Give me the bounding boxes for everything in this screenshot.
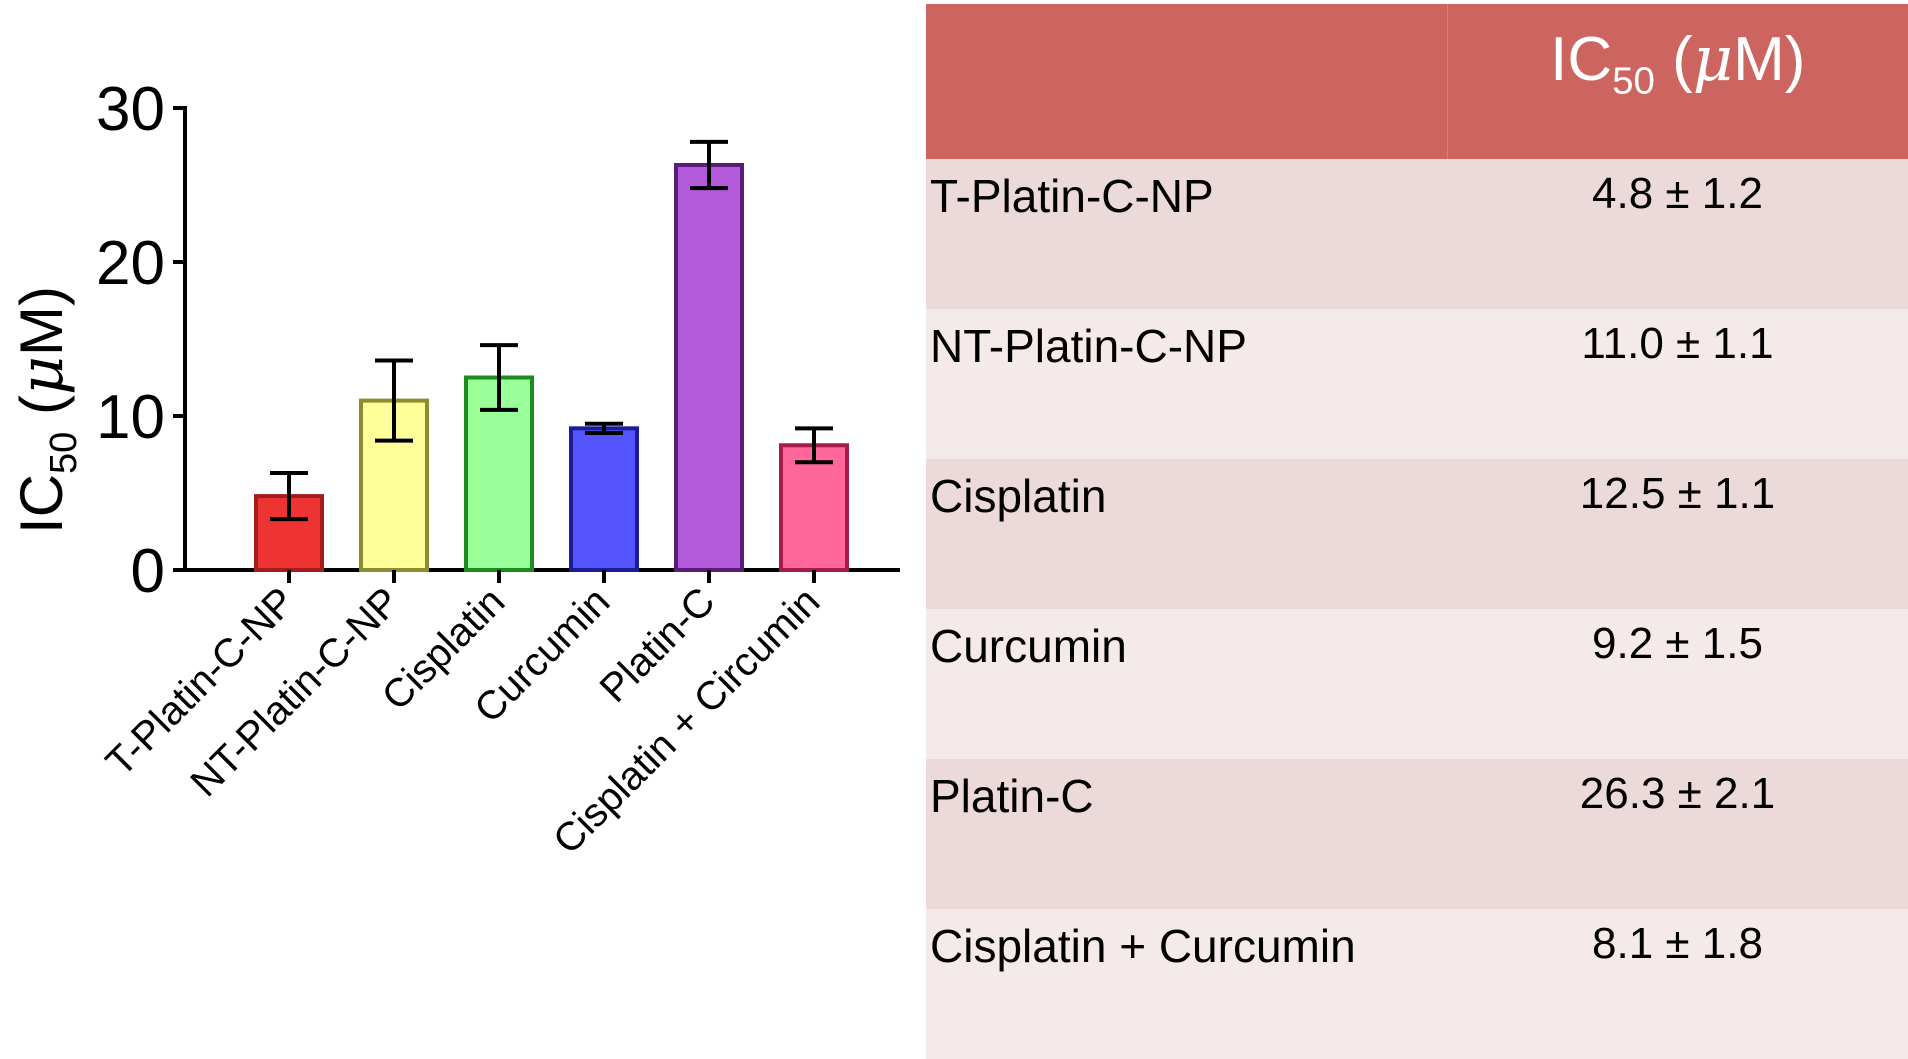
y-axis-title: IC50 (μM) — [7, 286, 85, 534]
table-header-open: ( — [1654, 25, 1693, 94]
x-tick-label: T-Platin-C-NP — [98, 579, 304, 785]
table-cell-name: T-Platin-C-NP — [926, 159, 1447, 309]
table-cell-value: 11.0 ± 1.1 — [1447, 309, 1908, 459]
table-header-main: IC — [1550, 25, 1613, 94]
y-axis-title-main: IC — [8, 474, 75, 534]
table-cell-value: 12.5 ± 1.1 — [1447, 459, 1908, 609]
y-axis-title-mu: μ — [7, 356, 77, 395]
table-cell-name: Curcumin — [926, 609, 1447, 759]
table-row: Cisplatin + Curcumin 8.1 ± 1.8 — [926, 909, 1908, 1059]
table-cell-value: 26.3 ± 2.1 — [1447, 759, 1908, 909]
table-row: Cisplatin 12.5 ± 1.1 — [926, 459, 1908, 609]
table-cell-value: 8.1 ± 1.8 — [1447, 909, 1908, 1059]
table-header-ic50: IC50 (μM) — [1446, 4, 1908, 159]
table-header-sub: 50 — [1612, 59, 1655, 103]
y-axis-title-sub: 50 — [43, 432, 85, 474]
ic50-bar-chart: IC50 (μM) 0102030T-Platin-C-NPNT-Platin-… — [7, 75, 900, 863]
plot-area: 0102030T-Platin-C-NPNT-Platin-C-NPCispla… — [96, 75, 900, 863]
table-cell-value: 9.2 ± 1.5 — [1447, 609, 1908, 759]
table-header-close: M) — [1733, 25, 1806, 94]
table-header-blank — [926, 4, 1448, 159]
bar — [569, 426, 639, 572]
ic50-table: IC50 (μM) T-Platin-C-NP 4.8 ± 1.2 NT-Pla… — [926, 4, 1908, 1059]
table-row: NT-Platin-C-NP 11.0 ± 1.1 — [926, 309, 1908, 459]
table-cell-value: 4.8 ± 1.2 — [1447, 159, 1908, 309]
table-header-mu: μ — [1692, 22, 1734, 95]
bar — [674, 162, 744, 572]
y-axis-title-open: ( — [8, 395, 75, 432]
table-row: Curcumin 9.2 ± 1.5 — [926, 609, 1908, 759]
bar — [779, 443, 849, 573]
table-cell-name: NT-Platin-C-NP — [926, 309, 1447, 459]
y-tick-label: 10 — [96, 383, 165, 452]
table-cell-name: Cisplatin + Curcumin — [926, 909, 1447, 1059]
y-tick-label: 20 — [96, 229, 165, 298]
y-tick-label: 0 — [131, 537, 165, 606]
y-tick-label: 30 — [96, 75, 165, 144]
table-header-row: IC50 (μM) — [926, 4, 1908, 159]
table-cell-name: Platin-C — [926, 759, 1447, 909]
table-row: Platin-C 26.3 ± 2.1 — [926, 759, 1908, 909]
table-cell-name: Cisplatin — [926, 459, 1447, 609]
y-axis-title-close: M) — [8, 286, 75, 356]
table-row: T-Platin-C-NP 4.8 ± 1.2 — [926, 159, 1908, 309]
